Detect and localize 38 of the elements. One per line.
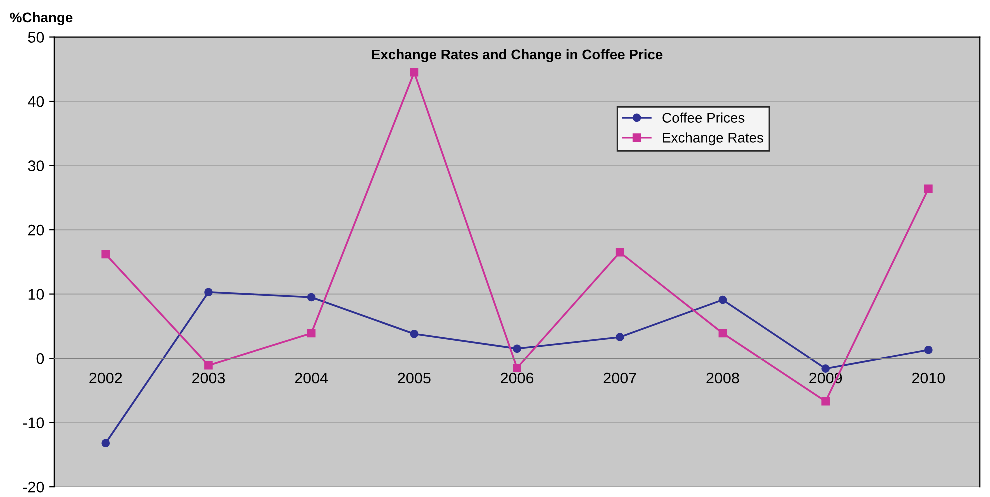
y-tick-label: 0 [36, 353, 44, 364]
point [410, 330, 419, 338]
x-tick-label: 2005 [398, 372, 431, 384]
legend-label: Coffee Prices [662, 112, 745, 123]
point [822, 397, 830, 406]
y-tick-label: 40 [28, 96, 44, 108]
y-axis-title: %Change [10, 12, 73, 26]
point [924, 184, 933, 194]
point [616, 248, 624, 257]
point [307, 329, 316, 338]
x-tick-label: 2006 [501, 372, 534, 384]
point [410, 68, 419, 77]
point [102, 439, 110, 448]
legend-label: Exchange Rates [663, 132, 764, 146]
x-tick-label: 2008 [706, 372, 740, 384]
point [102, 250, 110, 259]
y-tick-label: 30 [28, 160, 44, 172]
x-tick-label: 2007 [604, 372, 636, 384]
x-tick-label: 2004 [295, 372, 328, 384]
point [204, 288, 213, 297]
text: Exchange Rates and Change in Coffee Price [372, 49, 663, 62]
point [616, 333, 624, 342]
y-tick-label: -10 [23, 418, 44, 428]
point [307, 293, 316, 302]
point [718, 296, 728, 304]
y-tick-label: 10 [28, 289, 44, 300]
point [513, 344, 522, 354]
point [718, 329, 728, 338]
y-tick-label: -20 [23, 482, 44, 493]
point [513, 364, 522, 372]
y-tick-label: 50 [28, 32, 44, 43]
x-tick-label: 2003 [192, 372, 226, 384]
point [204, 361, 213, 370]
x-tick-label: 2002 [90, 372, 122, 384]
point [924, 346, 933, 354]
y-tick-label: 20 [28, 224, 44, 236]
point [822, 364, 830, 373]
x-tick-label: 2010 [912, 372, 946, 384]
